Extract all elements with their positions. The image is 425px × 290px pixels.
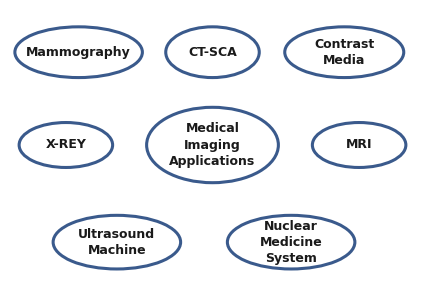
Ellipse shape xyxy=(15,27,142,78)
Text: CT-SCA: CT-SCA xyxy=(188,46,237,59)
Text: Nuclear
Medicine
System: Nuclear Medicine System xyxy=(260,220,323,265)
Text: X-REY: X-REY xyxy=(45,139,86,151)
Ellipse shape xyxy=(147,107,278,183)
Text: Contrast
Media: Contrast Media xyxy=(314,38,374,67)
Ellipse shape xyxy=(227,215,355,269)
Ellipse shape xyxy=(19,122,113,168)
Text: Mammography: Mammography xyxy=(26,46,131,59)
Text: Ultrasound
Machine: Ultrasound Machine xyxy=(78,228,156,257)
Ellipse shape xyxy=(166,27,259,78)
Ellipse shape xyxy=(312,122,406,168)
Ellipse shape xyxy=(53,215,181,269)
Ellipse shape xyxy=(285,27,404,78)
Text: Medical
Imaging
Applications: Medical Imaging Applications xyxy=(170,122,255,168)
Text: MRI: MRI xyxy=(346,139,372,151)
